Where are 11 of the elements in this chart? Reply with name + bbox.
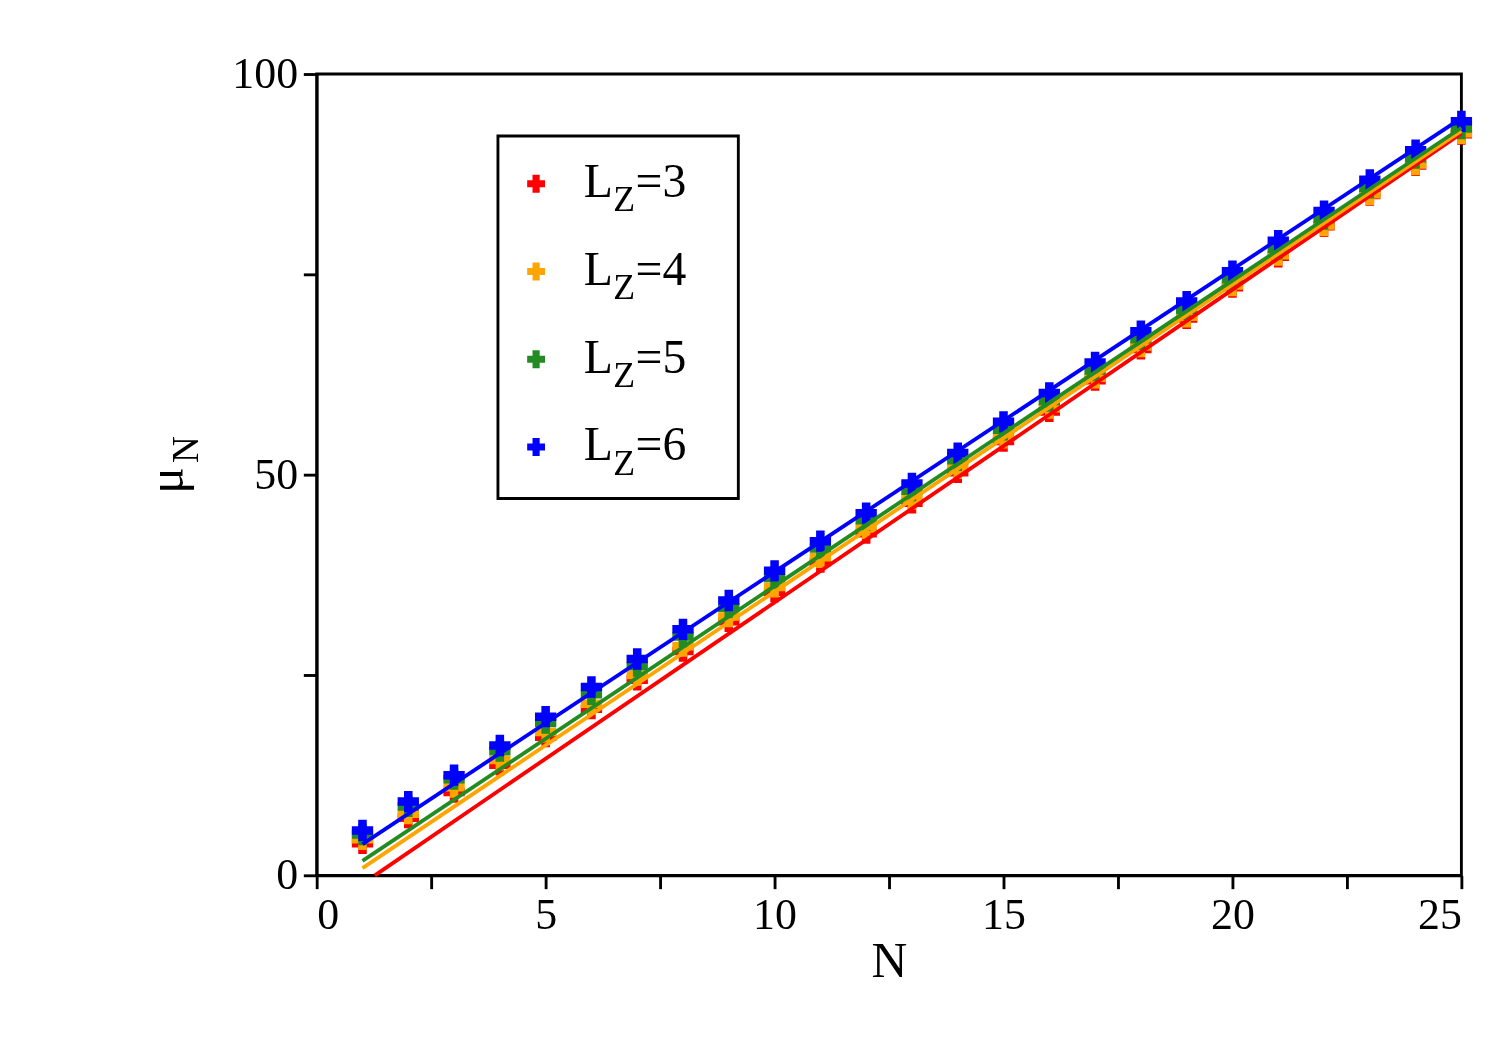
x-tick-label: 10 [753, 890, 797, 939]
x-tick-label: 5 [535, 890, 558, 939]
x-tick-label: 20 [1211, 890, 1255, 939]
x-axis-title: N [871, 932, 908, 988]
x-tick-label: 25 [1418, 890, 1462, 939]
x-tick-label: 0 [317, 890, 340, 939]
x-tick-label: 15 [982, 890, 1026, 939]
y-axis-title: μN [139, 436, 207, 494]
y-tick-label: 0 [276, 850, 299, 899]
y-tick-label: 100 [232, 48, 299, 97]
y-tick-label: 50 [254, 449, 299, 498]
